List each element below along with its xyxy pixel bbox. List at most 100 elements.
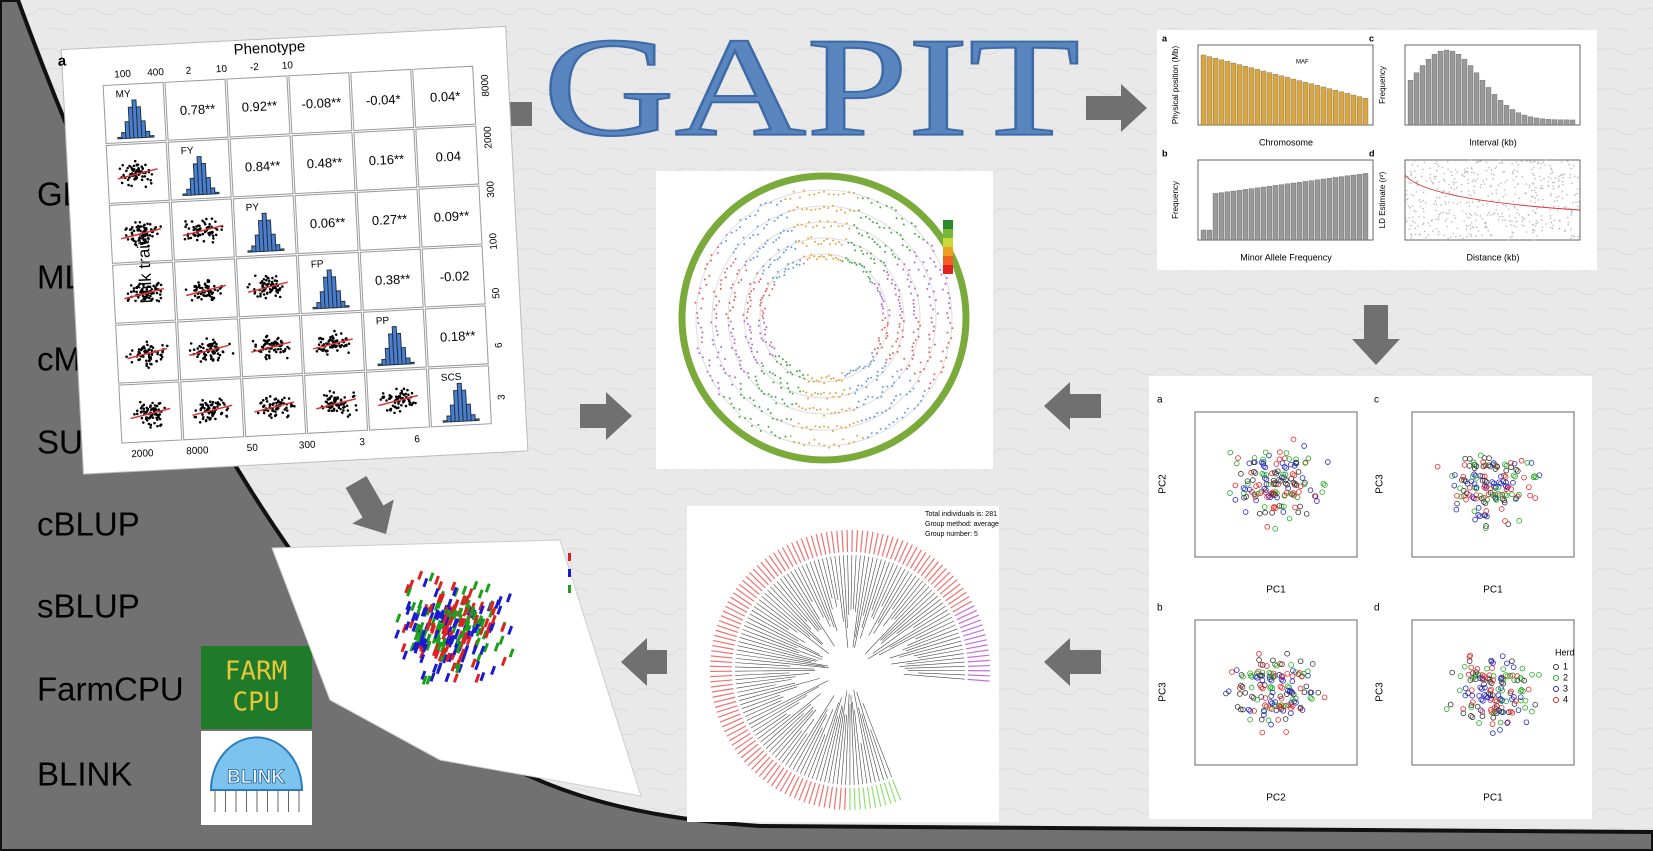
circos-dot xyxy=(838,445,841,448)
circos-dot xyxy=(812,406,815,409)
circos-dot xyxy=(888,353,891,356)
pca-point xyxy=(1307,487,1314,493)
circos-dot xyxy=(757,387,760,390)
ld-dot xyxy=(1574,194,1577,196)
ld-dot xyxy=(1539,167,1542,169)
snp-mark xyxy=(433,643,440,653)
circos-dot xyxy=(786,382,789,385)
circos-dot xyxy=(932,329,935,332)
ld-dot xyxy=(1570,214,1573,216)
tick-label: 6 xyxy=(494,342,505,349)
ld-dot xyxy=(1460,183,1463,186)
ld-dot xyxy=(1514,216,1516,219)
pca-point xyxy=(1449,473,1455,479)
trend-line xyxy=(127,347,168,360)
ld-dot xyxy=(1410,234,1413,237)
pca-point xyxy=(1273,703,1279,709)
circos-dot xyxy=(755,379,758,382)
circos-dot xyxy=(788,390,791,393)
tree-branch xyxy=(854,557,874,649)
tree-branch xyxy=(894,583,927,620)
hist-bar xyxy=(1407,79,1414,126)
hist-bar xyxy=(1515,112,1522,126)
circos-dot xyxy=(932,308,935,311)
pca-point xyxy=(1235,455,1241,461)
circos-dot xyxy=(877,337,880,340)
circos-dot xyxy=(773,259,776,262)
circos-dot xyxy=(870,376,873,379)
circos-dot xyxy=(901,238,904,241)
scatter-dot xyxy=(145,288,149,291)
snp-mark xyxy=(445,652,452,663)
scatter-dot xyxy=(259,281,262,285)
circos-dot xyxy=(891,385,894,388)
hist-bar xyxy=(1248,67,1255,126)
snp-mark xyxy=(457,607,464,618)
pca-point xyxy=(1254,491,1261,497)
plot-frame xyxy=(1411,411,1575,558)
histogram-bar xyxy=(205,176,212,195)
circos-dot xyxy=(898,295,901,298)
pca-point xyxy=(1280,509,1287,515)
tree-leaf xyxy=(716,705,738,713)
scatter-dot xyxy=(335,409,339,413)
hist-bar xyxy=(1503,105,1510,126)
snp-mark xyxy=(428,572,435,582)
ld-dot xyxy=(1523,218,1526,220)
circos-dot xyxy=(871,281,874,284)
hist-bar xyxy=(1527,116,1534,126)
circos-dot xyxy=(778,436,781,439)
scatter-dot xyxy=(132,289,136,293)
tree-branch xyxy=(868,568,906,636)
pca-point xyxy=(1251,708,1257,714)
circos-dot xyxy=(825,258,828,261)
scatter-dot xyxy=(156,424,159,428)
circos-dot xyxy=(936,312,939,315)
pca-point xyxy=(1477,707,1484,713)
ld-dot xyxy=(1495,166,1498,168)
tree-leaf xyxy=(710,665,733,668)
tree-leaf xyxy=(775,769,789,790)
pca-point xyxy=(1490,480,1497,487)
tree-branch xyxy=(867,609,949,660)
ld-dot xyxy=(1549,208,1551,211)
ld-dot xyxy=(1435,203,1438,206)
pca-point xyxy=(1254,696,1261,703)
circos-dot xyxy=(896,337,899,340)
ld-dot xyxy=(1466,167,1469,169)
tree-branch xyxy=(836,713,846,785)
ld-dot xyxy=(1543,178,1545,180)
circos-dot xyxy=(869,280,872,283)
pca-point xyxy=(1482,477,1488,484)
snp-mark xyxy=(433,588,440,598)
snp-mark xyxy=(425,633,432,643)
correlation-value: 0.16** xyxy=(368,151,404,168)
circos-dot xyxy=(752,287,755,290)
tree-leaf xyxy=(958,614,980,625)
pca-point xyxy=(1273,470,1280,477)
circos-dot xyxy=(933,373,936,376)
circos-dot xyxy=(846,373,849,376)
color-scale xyxy=(943,238,953,247)
tree-leaf xyxy=(720,615,742,625)
ld-dot xyxy=(1441,166,1444,169)
circos-dot xyxy=(792,261,795,264)
pca-point xyxy=(1265,717,1272,723)
circos-dot xyxy=(724,372,727,375)
scatter-dot xyxy=(130,231,134,235)
circos-dot xyxy=(848,372,851,375)
ld-dot xyxy=(1535,222,1538,225)
ld-dot xyxy=(1484,222,1487,225)
circos-dot xyxy=(899,307,902,310)
pca-point xyxy=(1311,493,1318,499)
pca-point xyxy=(1479,709,1486,715)
circos-dot xyxy=(886,324,889,327)
tree-leaf xyxy=(737,740,756,755)
ld-dot xyxy=(1461,174,1464,177)
ld-dot xyxy=(1570,212,1573,214)
scatter-dot xyxy=(201,417,205,421)
pca-point xyxy=(1293,482,1300,488)
ld-dot xyxy=(1549,193,1552,195)
cell xyxy=(229,135,294,198)
ld-dot xyxy=(1420,175,1423,178)
